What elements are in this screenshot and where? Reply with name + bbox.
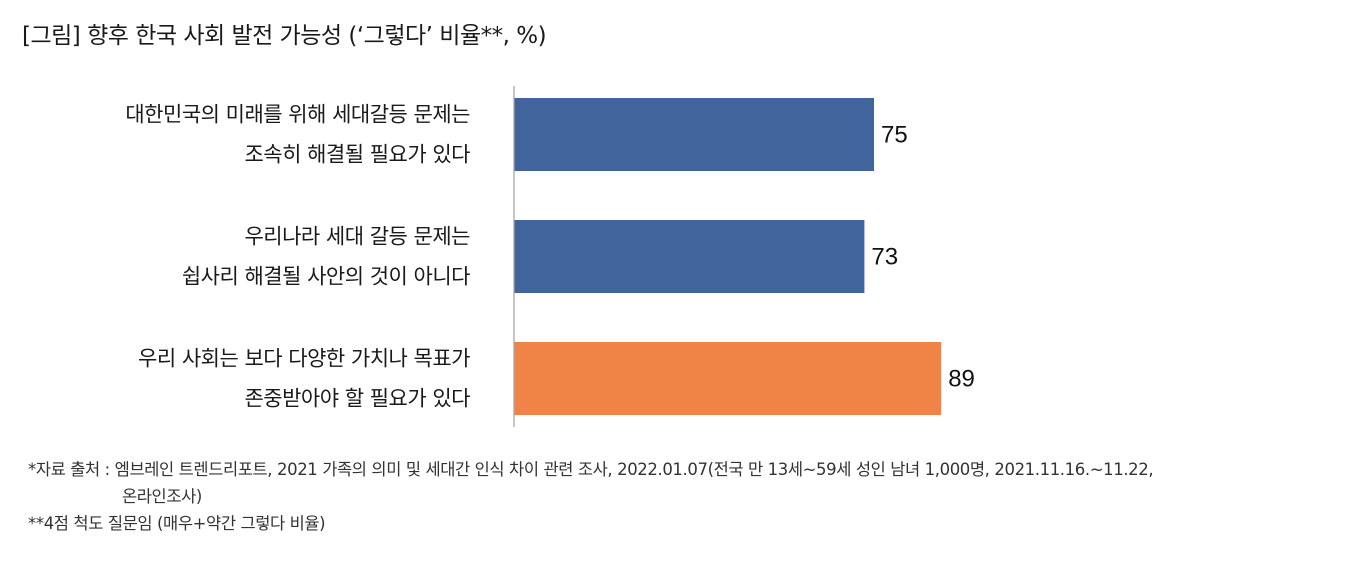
category-label-1-line-2: 조속히 해결될 필요가 있다 (244, 143, 470, 167)
category-label-1-line-1: 대한민국의 미래를 위해 세대갈등 문제는 (125, 103, 470, 127)
data-label-3: 89 (948, 366, 975, 393)
bar-1 (514, 98, 874, 171)
chart-notes: *자료 출처 : 엠브레인 트렌드리포트, 2021 가족의 의미 및 세대간 … (28, 456, 1154, 537)
scale-footnote: **4점 척도 질문임 (매우+약간 그렇다 비율) (28, 514, 326, 533)
data-label-1: 75 (881, 122, 908, 149)
bar-2 (514, 220, 865, 293)
source-note: *자료 출처 : 엠브레인 트렌드리포트, 2021 가족의 의미 및 세대간 … (28, 460, 1154, 479)
bar-3 (514, 342, 942, 415)
data-label-2: 73 (871, 244, 898, 271)
chart-title: [그림] 향후 한국 사회 발전 가능성 (‘그렇다’ 비율**, %) (22, 23, 547, 49)
category-label-2-line-2: 쉽사리 해결될 사안의 것이 아니다 (182, 265, 470, 289)
category-label-3-line-1: 우리 사회는 보다 다양한 가치나 목표가 (138, 347, 470, 371)
category-label-2-line-1: 우리나라 세대 갈등 문제는 (244, 225, 470, 249)
category-label-3-line-2: 존중받아야 할 필요가 있다 (244, 387, 470, 411)
source-note-continued: 온라인조사) (122, 487, 202, 506)
